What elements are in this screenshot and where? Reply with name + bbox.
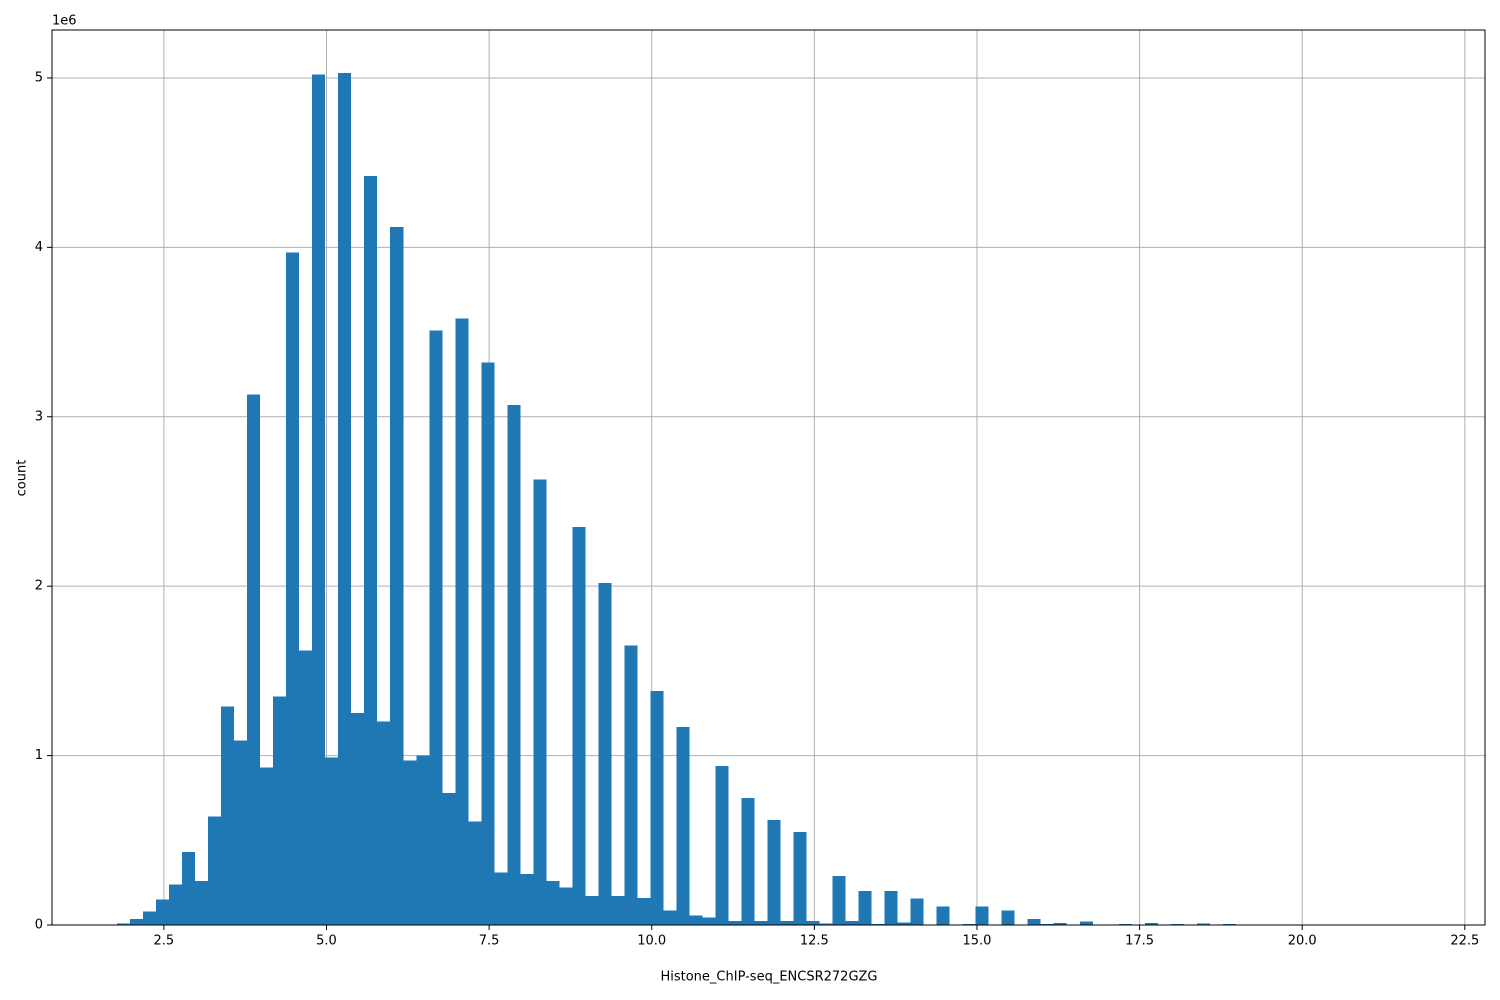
x-tick-label: 12.5 <box>800 934 829 949</box>
bar <box>208 816 222 925</box>
y-tick-label: 2 <box>35 579 43 594</box>
bar <box>481 362 495 925</box>
bar <box>507 404 521 926</box>
bar <box>1053 922 1067 925</box>
bar <box>689 915 703 925</box>
x-tick-label: 22.5 <box>1450 934 1479 949</box>
bar <box>845 920 859 925</box>
bar <box>325 757 339 925</box>
bar <box>195 880 209 925</box>
x-axis-label: Histone_ChIP-seq_ENCSR272GZG <box>660 970 877 985</box>
bar <box>884 891 898 925</box>
bar <box>624 645 638 925</box>
y-tick-label: 4 <box>35 240 43 255</box>
bar <box>364 176 378 925</box>
bar <box>442 792 456 925</box>
bar <box>351 713 365 925</box>
bar <box>338 72 352 925</box>
bar <box>819 923 833 925</box>
y-tick-label: 1 <box>35 748 43 763</box>
bar <box>169 884 183 925</box>
bar <box>1079 921 1093 925</box>
bar <box>637 897 651 925</box>
bar <box>754 920 768 925</box>
bar <box>117 923 131 925</box>
bar <box>377 721 391 925</box>
bar <box>247 394 261 926</box>
bar <box>455 318 469 926</box>
y-tick-label: 5 <box>35 70 43 85</box>
bar <box>1027 919 1041 925</box>
x-tick-label: 5.0 <box>316 934 337 949</box>
x-tick-label: 20.0 <box>1288 934 1317 949</box>
bar <box>299 650 313 925</box>
bar <box>1144 922 1158 925</box>
bar <box>572 526 586 925</box>
bar <box>273 696 287 925</box>
bar <box>858 891 872 925</box>
bar <box>780 920 794 925</box>
y-axis-label: count <box>15 460 30 497</box>
bar <box>156 899 170 925</box>
plot-frame <box>51 29 1486 926</box>
y-tick-label: 3 <box>35 409 43 424</box>
bar <box>286 252 300 925</box>
bar <box>546 880 560 925</box>
bar <box>312 74 326 925</box>
bar <box>533 479 547 925</box>
bar <box>182 852 196 925</box>
bar <box>715 765 729 925</box>
y-offset-label: 1e6 <box>52 14 77 29</box>
bar <box>234 740 248 925</box>
x-tick-label: 15.0 <box>963 934 992 949</box>
bar <box>585 896 599 925</box>
x-tick-label: 2.5 <box>154 934 175 949</box>
y-tick-label: 0 <box>35 918 43 933</box>
bar <box>1196 923 1210 925</box>
bar <box>936 906 950 925</box>
bar <box>403 760 417 925</box>
x-tick-label: 17.5 <box>1125 934 1154 949</box>
bar <box>221 706 235 925</box>
bar <box>598 582 612 925</box>
bar <box>910 898 924 925</box>
bar <box>260 767 274 925</box>
bar <box>1001 910 1015 925</box>
bar <box>793 831 807 925</box>
bar <box>702 917 716 925</box>
bar <box>975 906 989 925</box>
bar <box>611 896 625 925</box>
bar <box>468 821 482 925</box>
x-tick-label: 7.5 <box>479 934 500 949</box>
bar <box>897 922 911 925</box>
bar <box>559 887 573 925</box>
bar <box>429 330 443 925</box>
bar <box>494 872 508 925</box>
bar <box>130 919 144 925</box>
bar <box>676 726 690 925</box>
bar <box>390 227 404 925</box>
bar <box>143 911 157 925</box>
bar <box>832 875 846 925</box>
bar <box>806 920 820 925</box>
bar <box>741 797 755 925</box>
bar <box>520 874 534 925</box>
bar <box>663 910 677 925</box>
bar <box>767 819 781 925</box>
bar <box>650 691 664 925</box>
bar <box>416 755 430 925</box>
bar <box>728 920 742 925</box>
x-tick-label: 10.0 <box>637 934 666 949</box>
